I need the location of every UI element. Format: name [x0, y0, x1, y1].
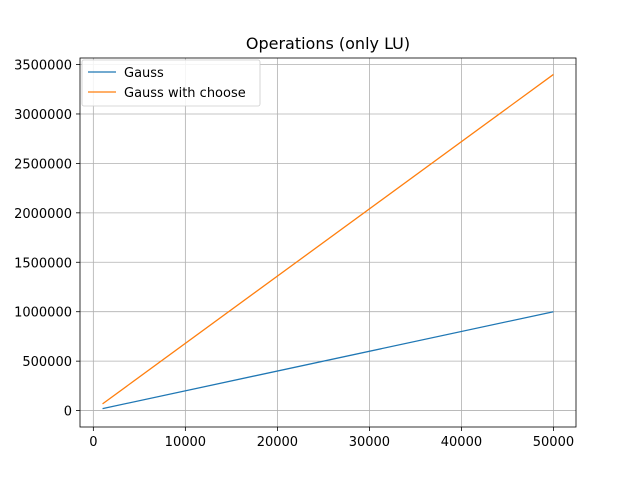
y-tick-label: 500000 [22, 355, 72, 370]
x-tick-label: 0 [89, 435, 97, 450]
y-tick-label: 1500000 [14, 256, 72, 271]
legend-label-0: Gauss [124, 66, 164, 81]
series-lines [102, 73, 554, 410]
x-tick-label: 40000 [441, 435, 482, 450]
legend-box [81, 59, 261, 107]
ticks: 0 10000 20000 30000 40000 5000005000001000000… [14, 59, 574, 450]
y-tick-label: 1000000 [14, 306, 72, 321]
x-tick-label: 50000 [533, 435, 574, 450]
grid [80, 58, 576, 427]
y-tick-label: 0 [64, 405, 72, 420]
y-tick-label: 2000000 [14, 207, 72, 222]
y-tick-label: 3500000 [14, 59, 72, 74]
series-line-1 [102, 73, 554, 405]
x-tick-label: 10000 [165, 435, 206, 450]
x-tick-label: 20000 [257, 435, 298, 450]
y-tick-label: 3000000 [14, 108, 72, 123]
legend-label-1: Gauss with choose [124, 86, 246, 101]
legend: Gauss Gauss with choose [81, 59, 261, 107]
series-line-0 [102, 311, 554, 410]
x-tick-label: 30000 [349, 435, 390, 450]
chart-title: Operations (only LU) [246, 34, 410, 53]
y-tick-label: 2500000 [14, 157, 72, 172]
axes-frame [79, 57, 577, 428]
